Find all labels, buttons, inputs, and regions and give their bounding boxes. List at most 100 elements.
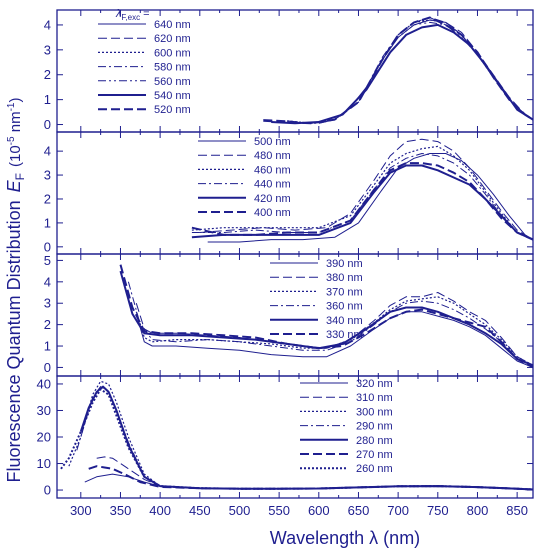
x-tick-label: 500 bbox=[229, 503, 251, 518]
legend-label: 260 nm bbox=[356, 463, 393, 475]
legend-title-tail: = bbox=[140, 8, 149, 20]
series-line-620nm bbox=[263, 17, 534, 124]
panels: 0 1 2 3 4 640 nm 620 nm 600 nm 580 nm 560 nm 540 n… bbox=[37, 8, 534, 518]
series-line-280nm bbox=[79, 385, 534, 491]
legend-label: 580 nm bbox=[154, 62, 191, 74]
legend-label: 360 nm bbox=[326, 301, 363, 313]
y-tick-label: 10 bbox=[37, 456, 51, 471]
legend-label: 300 nm bbox=[356, 406, 393, 418]
series-line-580nm bbox=[302, 17, 534, 124]
series-line-560nm bbox=[287, 21, 534, 124]
y-tick-label: 1 bbox=[44, 215, 51, 230]
y-tick-label: 5 bbox=[44, 253, 51, 268]
y-tick-label: 2 bbox=[44, 67, 51, 82]
x-tick-label: 800 bbox=[467, 503, 489, 518]
series-line-330nm bbox=[119, 264, 534, 369]
y-axis-label: Fluorescence Quantum Distribution EF (10-5… bbox=[4, 97, 27, 482]
series-line-540nm bbox=[271, 23, 534, 125]
legend-label: 420 nm bbox=[254, 193, 291, 205]
series-line-480nm bbox=[199, 138, 534, 241]
y-tick-label: 2 bbox=[44, 317, 51, 332]
legend-label: 440 nm bbox=[254, 179, 291, 191]
x-tick-label: 550 bbox=[268, 503, 290, 518]
panel-frame bbox=[56, 253, 534, 377]
series-line-460nm bbox=[191, 145, 534, 241]
legend-label: 290 nm bbox=[356, 421, 393, 433]
y-tick-label: 4 bbox=[44, 274, 51, 289]
legend-label: 560 nm bbox=[154, 76, 191, 88]
y-tick-label: 20 bbox=[37, 430, 51, 445]
y-tick-label: 3 bbox=[44, 42, 51, 57]
series-line-380nm bbox=[135, 292, 534, 366]
legend-label: 310 nm bbox=[356, 392, 393, 404]
legend-label: 340 nm bbox=[326, 315, 363, 327]
y-axis-label-units-exp: -5 bbox=[6, 136, 17, 145]
x-tick-label: 650 bbox=[348, 503, 370, 518]
y-tick-label: 3 bbox=[44, 168, 51, 183]
y-tick-label: 0 bbox=[44, 360, 51, 375]
panel-3: 0 1 2 3 4 5 390 nm 380 nm 370 nm 360 nm 340 nm 330 … bbox=[44, 253, 534, 377]
y-axis-label-sub: F bbox=[13, 173, 27, 180]
legend-label: 620 nm bbox=[154, 33, 191, 45]
legend-label: 270 nm bbox=[356, 449, 393, 461]
series-line-520nm bbox=[263, 16, 534, 125]
panel-2: 0 1 2 3 4 500 nm 480 nm 460 nm 440 nm 420 nm 400 n… bbox=[44, 131, 534, 255]
series-line-440nm bbox=[191, 153, 534, 241]
series-line-420nm bbox=[191, 164, 534, 241]
legend-label: 370 nm bbox=[326, 286, 363, 298]
legend-label: 480 nm bbox=[254, 150, 291, 162]
legend-title-sub: F,exc bbox=[121, 13, 140, 22]
y-tick-label: 30 bbox=[37, 403, 51, 418]
svg-text:Fluorescence Quantum Distribut: Fluorescence Quantum Distribution EF (10-5… bbox=[4, 97, 27, 482]
y-axis-label-main: Fluorescence Quantum Distribution bbox=[4, 200, 24, 482]
y-tick-label: 1 bbox=[44, 339, 51, 354]
series-line-310nm bbox=[96, 456, 534, 490]
series-line-600nm bbox=[287, 19, 534, 124]
legend-label: 520 nm bbox=[154, 104, 191, 116]
legend-label: 380 nm bbox=[326, 272, 363, 284]
y-axis-label-units-exp2: -1 bbox=[6, 102, 17, 111]
series-line-500nm bbox=[207, 153, 534, 243]
y-tick-label: 0 bbox=[44, 117, 51, 132]
y-axis-label-units: (10 bbox=[7, 145, 24, 167]
y-tick-label: 3 bbox=[44, 296, 51, 311]
legend-label: 400 nm bbox=[254, 207, 291, 219]
y-axis-label-symbol: E bbox=[4, 179, 24, 192]
y-tick-label: 1 bbox=[44, 92, 51, 107]
x-tick-label: 700 bbox=[387, 503, 409, 518]
legend-title: λF,exc = bbox=[115, 8, 150, 22]
x-tick-label: 750 bbox=[427, 503, 449, 518]
legend-label: 460 nm bbox=[254, 164, 291, 176]
x-tick-label: 300 bbox=[70, 503, 92, 518]
legend-label: 500 nm bbox=[254, 136, 291, 148]
x-tick-label: 350 bbox=[110, 503, 132, 518]
legend-label: 330 nm bbox=[326, 329, 363, 341]
x-tick-label: 600 bbox=[308, 503, 330, 518]
y-axis-label-units-close: ) bbox=[7, 97, 24, 102]
legend-label: 320 nm bbox=[356, 378, 393, 390]
y-tick-label: 4 bbox=[44, 17, 51, 32]
legend-title-symbol: λ bbox=[115, 8, 121, 20]
legend-label: 640 nm bbox=[154, 19, 191, 31]
y-tick-label: 0 bbox=[44, 239, 51, 254]
y-tick-label: 2 bbox=[44, 191, 51, 206]
panel-1: 0 1 2 3 4 640 nm 620 nm 600 nm 580 nm 560 nm 540 n… bbox=[44, 8, 534, 133]
y-tick-label: 0 bbox=[44, 483, 51, 498]
panel-4: 0 10 20 30 40 320 nm 310 nm 300 nm 290 nm 280 nm 2… bbox=[37, 375, 534, 518]
y-axis-label-units-tail: nm bbox=[7, 111, 24, 136]
legend-label: 280 nm bbox=[356, 435, 393, 447]
panel-frame bbox=[56, 9, 534, 133]
legend-label: 600 nm bbox=[154, 47, 191, 59]
series-line-260nm bbox=[60, 388, 534, 491]
x-tick-label: 450 bbox=[189, 503, 211, 518]
y-tick-label: 40 bbox=[37, 376, 51, 391]
legend-label: 540 nm bbox=[154, 90, 191, 102]
legend-label: 390 nm bbox=[326, 258, 363, 270]
series-line-340nm bbox=[119, 270, 534, 367]
x-tick-label: 850 bbox=[506, 503, 528, 518]
series-line-400nm bbox=[191, 162, 534, 241]
x-tick-label: 400 bbox=[149, 503, 171, 518]
x-axis-label: Wavelength λ (nm) bbox=[270, 528, 420, 548]
y-tick-label: 4 bbox=[44, 144, 51, 159]
